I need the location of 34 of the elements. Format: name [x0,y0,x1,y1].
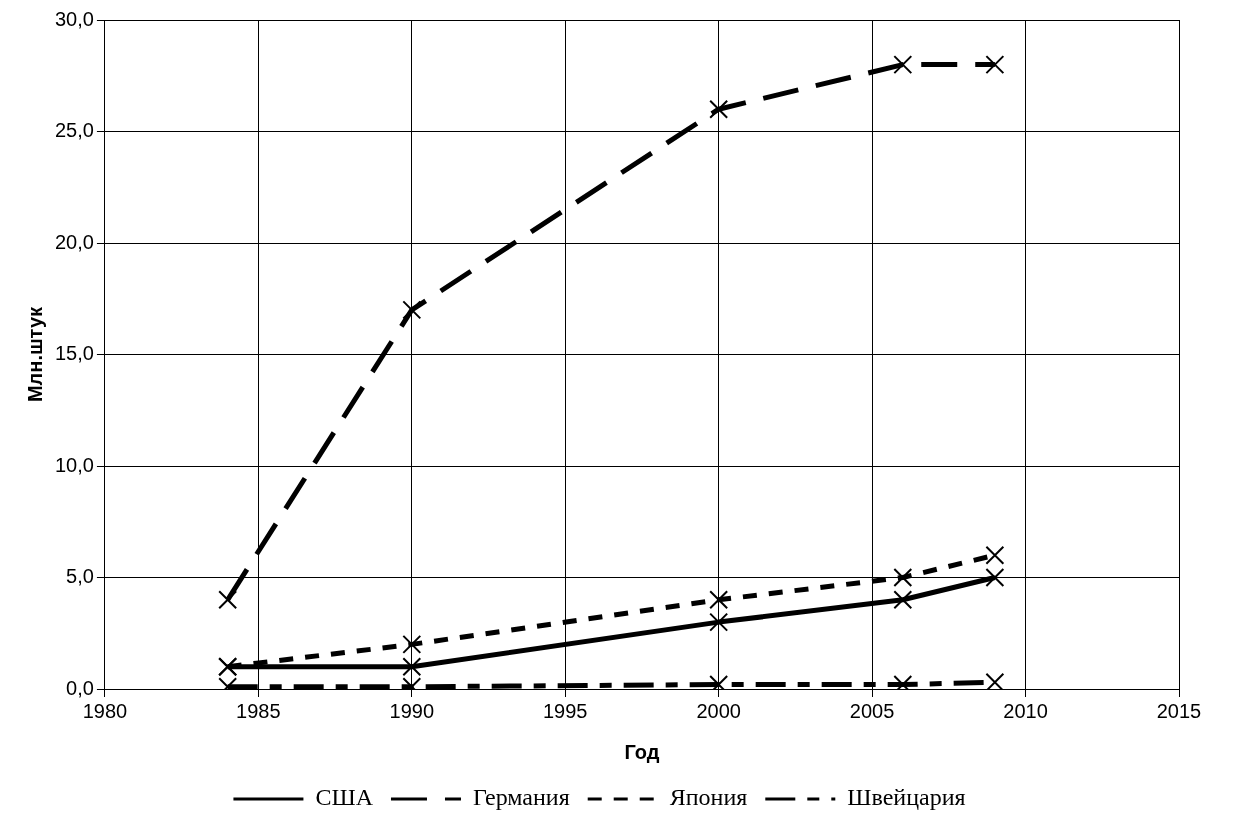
y-tick-label: 0,0 [66,676,94,699]
y-tick-label: 25,0 [54,119,94,142]
point [402,300,422,320]
y-tick-label: 30,0 [54,7,94,30]
point [709,590,729,610]
x-tick-label: 2015 [1156,699,1202,722]
point [985,568,1005,587]
x-tick-label: 1985 [236,699,281,722]
legend-label: США [315,784,374,811]
x-tick-label: 1990 [389,699,435,722]
x-tick-label: 1980 [82,699,128,722]
point [218,590,238,610]
x-axis-title: Год [624,740,660,763]
point [985,545,1005,565]
point [893,55,913,75]
y-tick-label: 10,0 [54,453,94,476]
x-tick-label: 2000 [696,699,741,722]
point [709,612,729,632]
legend-label: Швейцария [847,784,966,811]
x-tick-label: 2005 [849,699,895,722]
point [402,634,422,654]
y-tick-label: 20,0 [54,230,94,253]
x-tick-label: 2010 [1003,699,1048,722]
y-axis-title: Млн.штук [23,305,46,403]
y-tick-label: 5,0 [66,565,94,588]
legend-label: Япония [669,784,748,811]
point [985,55,1005,75]
y-tick-label: 15,0 [54,342,94,365]
point [985,672,1005,689]
point [893,590,913,610]
x-tick-label: 1995 [542,699,588,722]
point [893,568,913,587]
legend-label: Германия [472,784,570,811]
point [709,99,729,119]
